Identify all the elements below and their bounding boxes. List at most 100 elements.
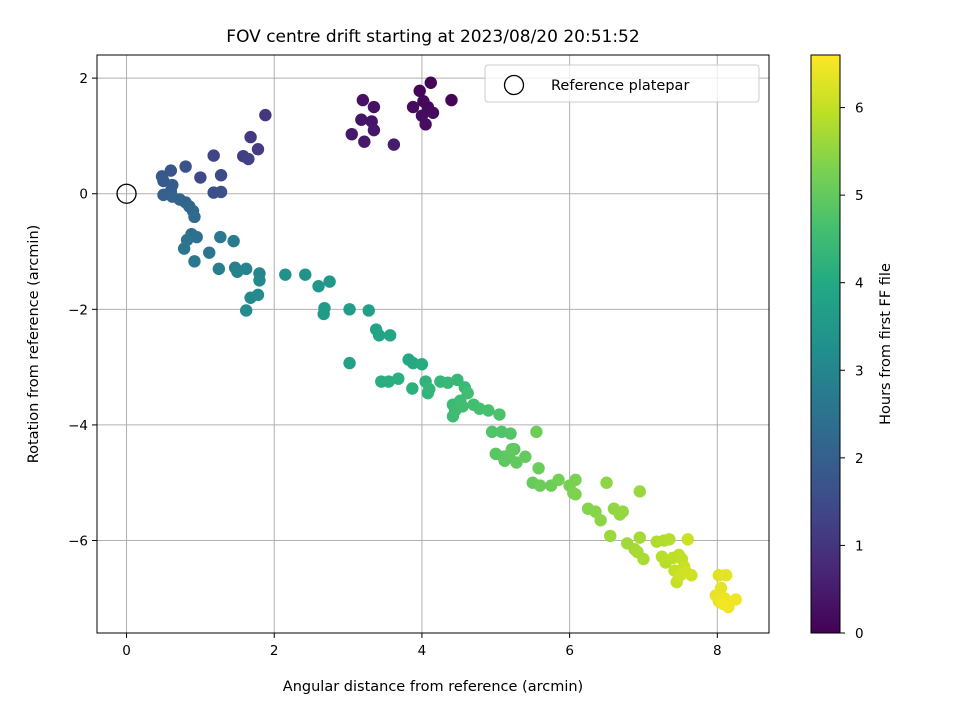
- colorbar-tick-label: 3: [855, 363, 864, 379]
- data-point: [441, 376, 454, 389]
- data-point: [552, 473, 565, 487]
- data-point: [227, 234, 240, 248]
- y-tick-label: 0: [79, 187, 88, 203]
- data-point: [413, 84, 426, 98]
- data-point: [423, 382, 436, 396]
- data-point: [214, 169, 228, 182]
- data-point: [382, 375, 395, 388]
- data-point: [637, 552, 650, 566]
- data-point: [367, 123, 381, 137]
- data-point: [239, 304, 253, 317]
- data-point: [604, 529, 617, 543]
- data-point: [164, 164, 178, 177]
- colorbar: 0 1 2 3 4 5 6 Hours from first FF file: [810, 54, 894, 642]
- data-point: [177, 242, 191, 255]
- legend-label: Reference platepar: [551, 78, 689, 94]
- reference-marker: [116, 183, 137, 204]
- data-point: [179, 160, 192, 173]
- y-tick-label: −4: [68, 418, 88, 434]
- data-point: [461, 386, 474, 400]
- data-point: [259, 108, 272, 122]
- data-point: [594, 514, 607, 527]
- colorbar-frame: [810, 54, 841, 634]
- data-point: [194, 171, 207, 184]
- data-point: [456, 400, 469, 413]
- y-axis: −6 −4 −2 0 2: [68, 71, 97, 550]
- colorbar-tick-label: 5: [855, 188, 864, 204]
- data-point: [242, 152, 255, 166]
- data-point: [530, 425, 543, 439]
- data-point: [214, 230, 227, 244]
- data-point: [616, 505, 629, 518]
- data-point: [356, 93, 370, 107]
- data-point: [355, 113, 368, 126]
- chart-title: FOV centre drift starting at 2023/08/20 …: [226, 27, 639, 47]
- data-point: [406, 100, 420, 114]
- data-point: [323, 275, 336, 288]
- data-point: [485, 425, 499, 439]
- data-point: [387, 138, 401, 151]
- data-point: [729, 593, 742, 606]
- y-tick-label: −2: [68, 302, 88, 318]
- data-point: [253, 274, 266, 287]
- data-points: [155, 76, 742, 614]
- data-point: [424, 76, 437, 89]
- data-point: [446, 410, 460, 423]
- data-point: [345, 127, 358, 141]
- plot-frame: [96, 54, 770, 634]
- reference-marker-layer: [116, 183, 137, 204]
- y-axis-label: Rotation from reference (arcmin): [26, 225, 42, 464]
- data-point: [239, 262, 253, 276]
- data-point: [633, 531, 646, 544]
- y-tick-label: 2: [79, 71, 88, 87]
- colorbar-label: Hours from first FF file: [878, 263, 894, 425]
- data-point: [244, 130, 257, 144]
- data-point: [493, 408, 506, 421]
- colorbar-tick-label: 6: [855, 101, 864, 117]
- data-point: [569, 488, 582, 501]
- data-point: [343, 356, 356, 370]
- data-point: [680, 566, 693, 579]
- data-point: [367, 100, 381, 114]
- data-point: [445, 93, 458, 107]
- data-point: [190, 230, 203, 244]
- legend-reference-marker: [503, 74, 525, 96]
- colorbar-tick-label: 0: [855, 626, 864, 642]
- data-point: [533, 479, 547, 492]
- x-tick-label: 0: [122, 643, 131, 659]
- colorbar-ticks: 0 1 2 3 4 5 6: [840, 101, 864, 642]
- data-point: [406, 382, 419, 395]
- data-point: [251, 288, 265, 302]
- data-point: [317, 307, 330, 321]
- data-point: [392, 372, 405, 385]
- data-point: [482, 404, 495, 417]
- data-point: [569, 473, 582, 487]
- data-point: [717, 597, 730, 611]
- data-point: [279, 268, 292, 281]
- data-point: [532, 462, 545, 475]
- colorbar-tick-label: 2: [855, 451, 864, 467]
- data-point: [188, 255, 201, 268]
- data-point: [299, 268, 312, 281]
- data-point: [214, 185, 228, 199]
- data-point: [207, 149, 220, 162]
- data-point: [519, 450, 532, 463]
- colorbar-tick-label: 1: [855, 538, 864, 554]
- data-point: [633, 485, 646, 498]
- data-point: [312, 280, 325, 293]
- data-point: [358, 135, 371, 148]
- data-point: [504, 427, 517, 440]
- colorbar-tick-label: 4: [855, 276, 864, 292]
- data-point: [251, 143, 265, 156]
- data-point: [415, 358, 429, 371]
- x-axis: 0 2 4 6 8: [122, 633, 722, 659]
- legend-box: [484, 64, 760, 103]
- y-tick-label: −6: [68, 534, 88, 550]
- data-point: [188, 210, 201, 224]
- data-point: [426, 106, 440, 120]
- data-point: [419, 118, 432, 131]
- data-point: [212, 262, 226, 276]
- colorbar-gradient: [811, 55, 840, 633]
